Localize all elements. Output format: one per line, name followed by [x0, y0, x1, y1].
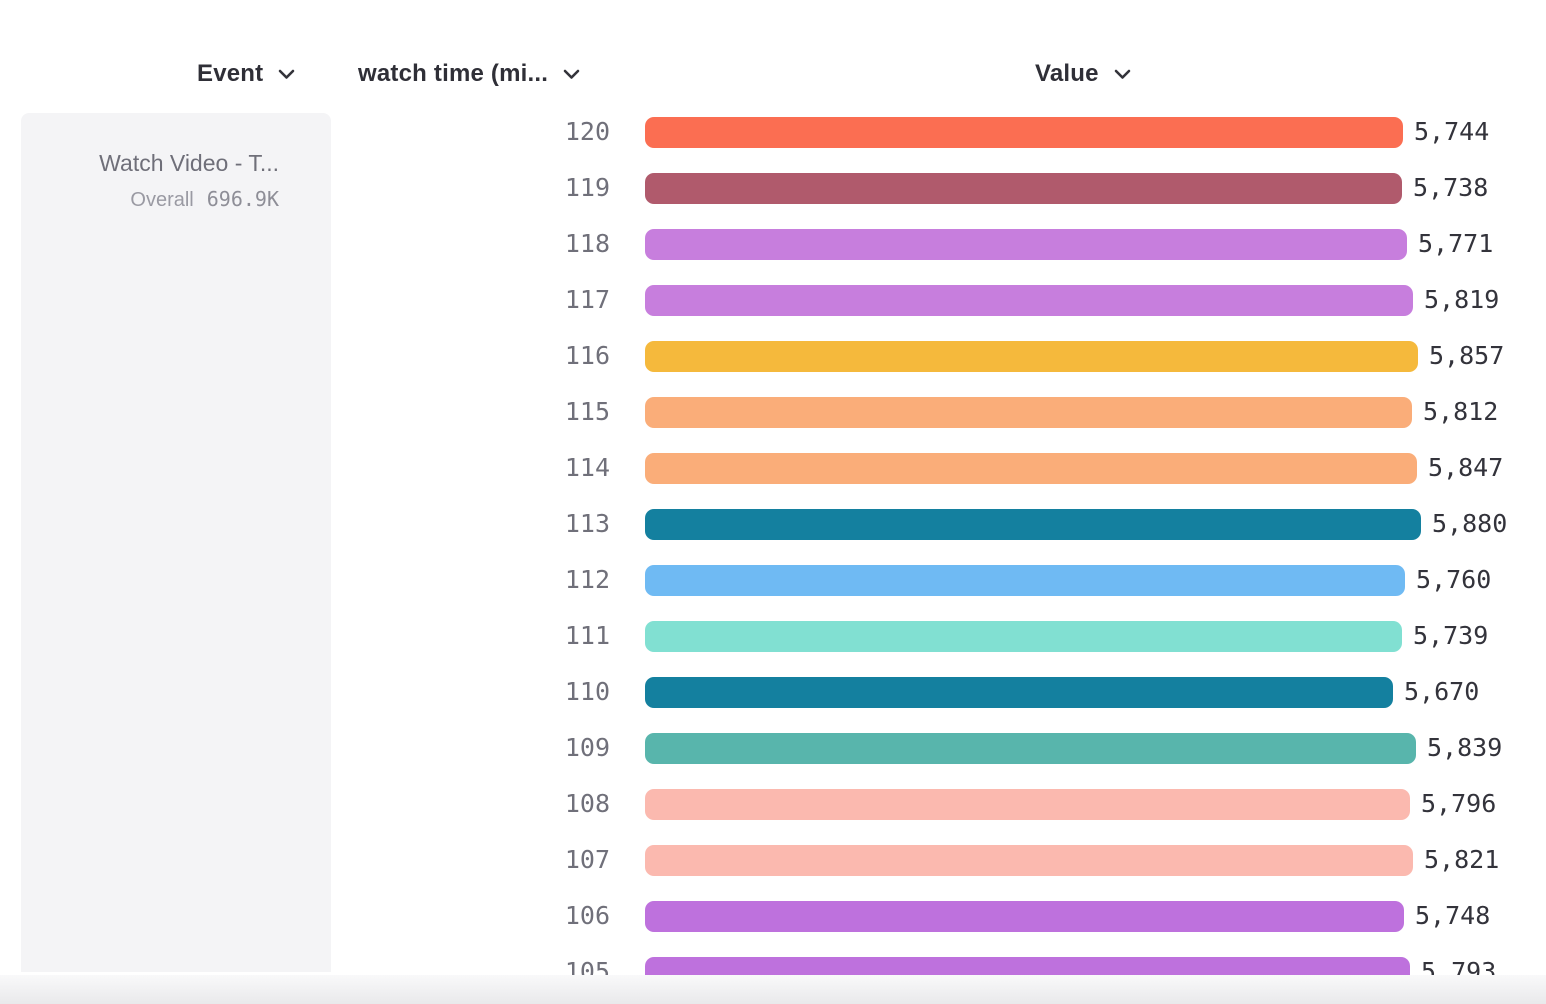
- chart-row: 113 5,880: [0, 496, 1546, 552]
- bar[interactable]: [645, 677, 1393, 708]
- bar-chart: 120 5,744 119 5,738 118 5,771 117 5,819 …: [0, 104, 1546, 975]
- value-label: 5,748: [1415, 901, 1491, 930]
- bar[interactable]: [645, 453, 1417, 484]
- value-label: 5,760: [1416, 565, 1492, 594]
- bar[interactable]: [645, 509, 1421, 540]
- chevron-down-icon: [279, 69, 295, 79]
- chevron-down-icon: [563, 69, 580, 79]
- chart-row: 120 5,744: [0, 104, 1546, 160]
- chart-row: 106 5,748: [0, 888, 1546, 944]
- chart-row: 114 5,847: [0, 440, 1546, 496]
- chart-row: 115 5,812: [0, 384, 1546, 440]
- bar[interactable]: [645, 173, 1402, 204]
- value-label: 5,793: [1421, 957, 1497, 975]
- value-label: 5,744: [1414, 117, 1490, 146]
- bar[interactable]: [645, 341, 1418, 372]
- category-label: 118: [564, 229, 610, 258]
- chevron-down-icon: [1114, 69, 1131, 79]
- value-label: 5,857: [1429, 341, 1505, 370]
- column-header-event[interactable]: Event: [197, 58, 295, 90]
- value-label: 5,738: [1413, 173, 1489, 202]
- category-label: 111: [564, 621, 610, 650]
- bar[interactable]: [645, 229, 1407, 260]
- bar[interactable]: [645, 789, 1410, 820]
- bar[interactable]: [645, 845, 1413, 876]
- column-header-watch-time[interactable]: watch time (mi...: [358, 58, 580, 90]
- bar[interactable]: [645, 957, 1410, 975]
- category-label: 109: [564, 733, 610, 762]
- bar[interactable]: [645, 565, 1405, 596]
- value-label: 5,847: [1428, 453, 1504, 482]
- event-overall-row: Overall 696.9K: [21, 186, 279, 213]
- column-header-watch-time-label: watch time (mi...: [358, 60, 549, 87]
- category-label: 115: [564, 397, 610, 426]
- value-label: 5,670: [1404, 677, 1480, 706]
- category-label: 110: [564, 677, 610, 706]
- category-label: 108: [564, 789, 610, 818]
- bottom-scroll-fade: [0, 975, 1546, 1004]
- chart-row: 118 5,771: [0, 216, 1546, 272]
- chart-row: 116 5,857: [0, 328, 1546, 384]
- category-label: 119: [564, 173, 610, 202]
- overall-value: 696.9K: [206, 187, 279, 211]
- category-label: 116: [564, 341, 610, 370]
- chart-row: 119 5,738: [0, 160, 1546, 216]
- category-label: 107: [564, 845, 610, 874]
- chart-row: 105 5,793: [0, 944, 1546, 975]
- column-header-value-label: Value: [1035, 60, 1099, 87]
- value-label: 5,821: [1424, 845, 1500, 874]
- bar[interactable]: [645, 117, 1403, 148]
- category-label: 114: [564, 453, 610, 482]
- chart-row: 111 5,739: [0, 608, 1546, 664]
- value-label: 5,819: [1424, 285, 1500, 314]
- event-title: Watch Video - T...: [99, 150, 279, 176]
- chart-row: 109 5,839: [0, 720, 1546, 776]
- category-label: 117: [564, 285, 610, 314]
- chart-row: 107 5,821: [0, 832, 1546, 888]
- value-label: 5,739: [1413, 621, 1489, 650]
- bar[interactable]: [645, 397, 1412, 428]
- bar[interactable]: [645, 733, 1416, 764]
- category-label: 105: [564, 957, 610, 975]
- bar[interactable]: [645, 901, 1404, 932]
- overall-label: Overall: [130, 189, 194, 211]
- chart-row: 112 5,760: [0, 552, 1546, 608]
- value-label: 5,796: [1421, 789, 1497, 818]
- bar[interactable]: [645, 621, 1402, 652]
- value-label: 5,771: [1418, 229, 1494, 258]
- category-label: 120: [564, 117, 610, 146]
- category-label: 113: [564, 509, 610, 538]
- value-label: 5,812: [1423, 397, 1499, 426]
- event-card[interactable]: Watch Video - T... Overall 696.9K: [21, 113, 331, 972]
- chart-row: 117 5,819: [0, 272, 1546, 328]
- category-label: 106: [564, 901, 610, 930]
- chart-row: 108 5,796: [0, 776, 1546, 832]
- category-label: 112: [564, 565, 610, 594]
- column-header-value[interactable]: Value: [1035, 58, 1131, 90]
- column-header-event-label: Event: [197, 60, 264, 87]
- bar[interactable]: [645, 285, 1413, 316]
- value-label: 5,880: [1432, 509, 1508, 538]
- chart-row: 110 5,670: [0, 664, 1546, 720]
- value-label: 5,839: [1427, 733, 1503, 762]
